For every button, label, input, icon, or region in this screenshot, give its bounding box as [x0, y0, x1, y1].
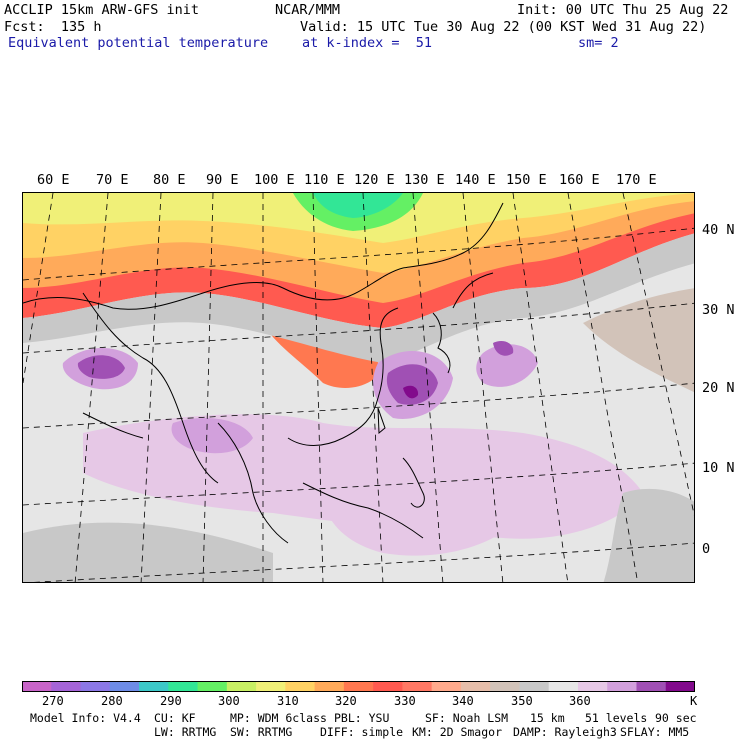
colorbar-tick-label: 290 — [160, 694, 182, 708]
footer-shortwave: SW: RRTMG — [230, 725, 293, 739]
colorbar-tick-label: 310 — [277, 694, 299, 708]
footer-diffusion: DIFF: simple — [320, 725, 404, 739]
colorbar-swatch — [636, 681, 667, 692]
footer-surface-layer: SFLAY: MM5 — [620, 725, 690, 739]
colorbar-swatch — [373, 681, 403, 692]
colorbar-tick-label: 350 — [511, 694, 533, 708]
lon-label: 80 E — [153, 172, 186, 188]
valid-time: Valid: 15 UTC Tue 30 Aug 22 (00 KST Wed … — [300, 19, 707, 35]
lon-label: 60 E — [37, 172, 70, 188]
smoothing-label: sm= 2 — [578, 35, 619, 51]
colorbar-unit: K — [690, 694, 698, 708]
colorbar — [22, 681, 695, 692]
colorbar-swatch — [226, 681, 257, 692]
level-label: at k-index = 51 — [302, 35, 433, 51]
colorbar-tick-label: 340 — [452, 694, 474, 708]
colorbar-swatch — [285, 681, 316, 692]
colorbar-border — [22, 681, 695, 692]
lat-label: 40 N — [702, 222, 735, 238]
footer-surface: SF: Noah LSM — [425, 711, 509, 725]
forecast-hour: Fcst: 135 h — [4, 19, 102, 35]
lat-label: 30 N — [702, 302, 735, 318]
lon-label: 110 E — [304, 172, 345, 188]
footer-cumulus: CU: KF — [154, 711, 196, 725]
colorbar-swatch — [548, 681, 579, 692]
lon-label: 170 E — [616, 172, 657, 188]
colorbar-swatch — [343, 681, 374, 692]
init-time: Init: 00 UTC Thu 25 Aug 22 — [517, 2, 729, 18]
colorbar-swatch — [139, 681, 169, 692]
footer-resolution: 15 km — [530, 711, 565, 725]
colorbar-swatch — [80, 681, 111, 692]
lon-label: 150 E — [506, 172, 547, 188]
colorbar-swatch — [109, 681, 140, 692]
colorbar-tick-label: 280 — [101, 694, 123, 708]
colorbar-tick-label: 360 — [569, 694, 591, 708]
colorbar-tick-label: 320 — [335, 694, 357, 708]
colorbar-swatch — [51, 681, 82, 692]
colorbar-swatch — [256, 681, 286, 692]
colorbar-swatch — [607, 681, 637, 692]
map-panel — [22, 192, 695, 583]
center-label: NCAR/MMM — [275, 2, 341, 18]
lat-label: 20 N — [702, 380, 735, 396]
footer-levels: 51 levels — [585, 711, 648, 725]
colorbar-swatch — [168, 681, 199, 692]
lat-label: 0 — [702, 541, 711, 557]
colorbar-swatch — [314, 681, 345, 692]
colorbar-swatch — [22, 681, 52, 692]
lat-label: 10 N — [702, 460, 735, 476]
colorbar-swatch — [490, 681, 520, 692]
footer-km: KM: 2D Smagor — [412, 725, 503, 739]
lon-label: 100 E — [254, 172, 295, 188]
colorbar-tick-label: 300 — [218, 694, 240, 708]
footer-longwave: LW: RRTMG — [154, 725, 217, 739]
colorbar-swatch — [431, 681, 462, 692]
lon-label: 160 E — [559, 172, 600, 188]
field-name: Equivalent potential temperature — [8, 35, 269, 51]
colorbar-tick-label: 330 — [394, 694, 416, 708]
lon-label: 70 E — [96, 172, 129, 188]
lon-label: 120 E — [354, 172, 395, 188]
colorbar-swatch — [197, 681, 228, 692]
colorbar-swatch — [577, 681, 608, 692]
footer-pbl: PBL: YSU — [334, 711, 390, 725]
model-title: ACCLIP 15km ARW-GFS init — [4, 2, 200, 18]
footer-model-info: Model Info: V4.4 — [30, 711, 141, 725]
footer-timestep: 90 sec — [655, 711, 697, 725]
lon-label: 90 E — [206, 172, 239, 188]
footer-microphysics: MP: WDM 6class — [230, 711, 327, 725]
footer-damping: DAMP: Rayleigh3 — [513, 725, 617, 739]
lon-label: 130 E — [404, 172, 445, 188]
lon-label: 140 E — [455, 172, 496, 188]
colorbar-tick-label: 270 — [42, 694, 64, 708]
colorbar-swatch — [460, 681, 491, 692]
colorbar-swatch — [519, 681, 550, 692]
theta-e-field — [23, 193, 694, 582]
colorbar-swatch — [665, 681, 695, 692]
colorbar-swatch — [402, 681, 433, 692]
